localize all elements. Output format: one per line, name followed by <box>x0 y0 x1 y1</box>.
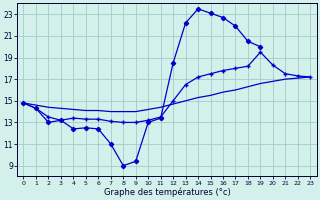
X-axis label: Graphe des températures (°c): Graphe des températures (°c) <box>104 187 230 197</box>
